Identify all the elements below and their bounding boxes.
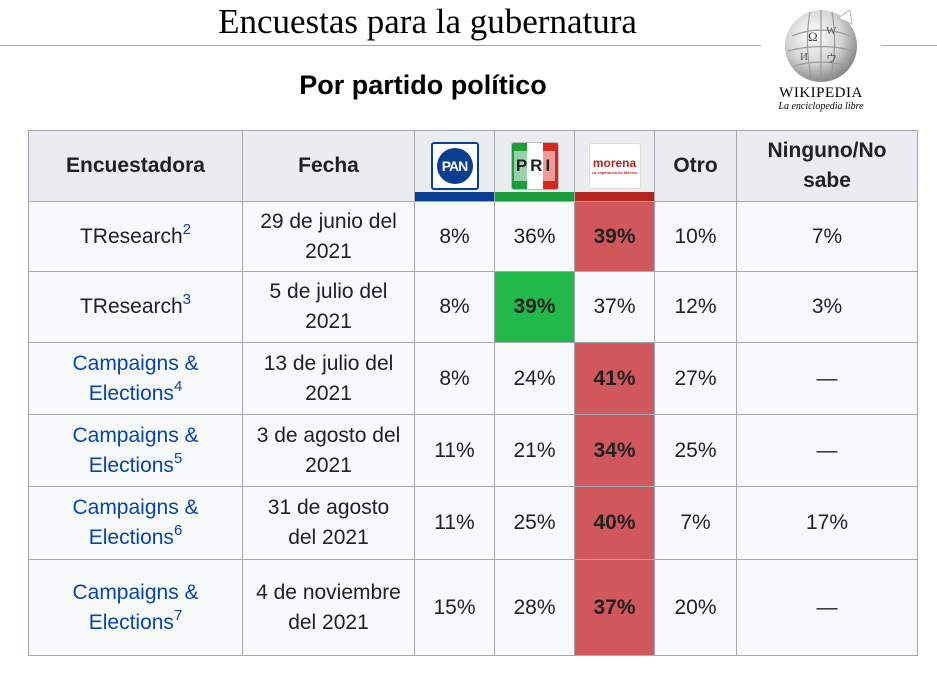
pollster-cell: TResearch3 <box>28 271 243 343</box>
svg-text:И: И <box>800 51 808 63</box>
pollster-name: TResearch <box>79 295 183 318</box>
svg-text:ウ: ウ <box>826 52 837 65</box>
wikipedia-tagline: La enciclopedia libre <box>778 101 864 112</box>
none-value-cell: 3% <box>736 271 918 343</box>
other-value-cell: 27% <box>654 342 737 415</box>
pan-logo-icon: PAN <box>430 142 479 190</box>
pan-color-bar <box>415 192 494 201</box>
morena-value-cell: 40% <box>574 486 655 560</box>
header-pan[interactable]: PAN <box>414 130 495 202</box>
other-value-cell: 7% <box>654 486 737 560</box>
none-value-cell: — <box>736 414 918 487</box>
table-caption: Por partido político <box>299 70 547 100</box>
none-value-cell: — <box>736 342 918 415</box>
reference-link[interactable]: 4 <box>173 377 183 395</box>
pri-value-cell: 28% <box>494 559 575 656</box>
pan-value-cell: 11% <box>414 486 495 560</box>
morena-value-cell: 41% <box>574 342 655 415</box>
reference-link[interactable]: 2 <box>182 220 192 238</box>
morena-logo-text: morena <box>592 156 637 170</box>
other-value-cell: 10% <box>654 201 737 272</box>
reference-link[interactable]: 5 <box>173 449 183 467</box>
other-value-cell: 25% <box>654 414 737 487</box>
pollster-name[interactable]: Campaigns & Elections <box>72 351 199 405</box>
other-value-cell: 20% <box>654 559 737 656</box>
morena-logo-icon: morena La esperanza de México <box>588 143 641 189</box>
pri-value-cell: 39% <box>494 271 575 343</box>
none-value-cell: 7% <box>736 201 918 272</box>
date-cell: 3 de agosto del 2021 <box>242 414 415 487</box>
date-cell: 29 de junio del 2021 <box>242 201 415 272</box>
pan-value-cell: 8% <box>414 271 495 343</box>
header-pollster[interactable]: Encuestadora <box>28 130 243 202</box>
table-row: Campaigns & Elections4 13 de julio del 20… <box>28 342 918 415</box>
pollster-cell[interactable]: Campaigns & Elections5 <box>28 414 243 487</box>
pan-value-cell: 15% <box>414 559 495 656</box>
pollster-name[interactable]: Campaigns & Elections <box>72 496 199 549</box>
pollster-cell[interactable]: Campaigns & Elections4 <box>28 342 243 415</box>
header-morena[interactable]: morena La esperanza de México <box>574 130 655 202</box>
wikipedia-logo[interactable]: Ω W И ウ Wikipedia La enciclopedia libre <box>761 4 881 121</box>
pri-value-cell: 21% <box>494 414 575 487</box>
page-title: Encuestas para la gubernatura <box>218 2 637 41</box>
reference-link[interactable]: 3 <box>182 291 192 308</box>
other-value-cell: 12% <box>654 271 737 343</box>
pan-value-cell: 8% <box>414 342 495 415</box>
pan-value-cell: 8% <box>414 201 495 272</box>
wikipedia-wordmark: Wikipedia <box>779 85 863 101</box>
header-row: Encuestadora Fecha PAN PRI <box>28 130 918 202</box>
table-row: TResearch3 5 de julio del 2021 8% 39% 37% 12%… <box>28 271 918 343</box>
header-date[interactable]: Fecha <box>242 130 415 202</box>
polls-table: Encuestadora Fecha PAN PRI <box>28 130 918 656</box>
header-pri[interactable]: PRI <box>494 130 575 202</box>
pollster-cell[interactable]: Campaigns & Elections7 <box>28 559 243 656</box>
date-cell: 4 de noviembre del 2021 <box>242 559 415 656</box>
date-cell: 5 de julio del 2021 <box>242 271 415 343</box>
date-cell: 13 de julio del 2021 <box>242 342 415 415</box>
pri-logo-icon: PRI <box>510 142 559 190</box>
svg-text:Ω: Ω <box>808 29 818 44</box>
pri-value-cell: 25% <box>494 486 575 560</box>
table-row: TResearch2 29 de junio del 2021 8% 36% 39% 10… <box>28 201 918 272</box>
morena-value-cell: 37% <box>574 271 655 343</box>
header-other[interactable]: Otro <box>654 130 737 202</box>
table-row: Campaigns & Elections7 4 de noviembre del… <box>28 559 918 656</box>
pollster-cell: TResearch2 <box>28 201 243 272</box>
date-cell: 31 de agosto del 2021 <box>242 486 415 560</box>
svg-text:W: W <box>826 25 837 37</box>
morena-value-cell: 37% <box>574 559 655 656</box>
pollster-name: TResearch <box>79 224 183 248</box>
pollster-name[interactable]: Campaigns & Elections <box>72 423 199 477</box>
wikipedia-globe-icon: Ω W И ウ <box>785 9 857 82</box>
morena-value-cell: 34% <box>574 414 655 487</box>
table-row: Campaigns & Elections6 31 de agosto del 2… <box>28 486 918 560</box>
table-row: Campaigns & Elections5 3 de agosto del 20… <box>28 414 918 487</box>
reference-link[interactable]: 6 <box>173 522 183 539</box>
morena-value-cell: 39% <box>574 201 655 272</box>
pri-logo-text: PRI <box>513 151 556 181</box>
pri-value-cell: 24% <box>494 342 575 415</box>
title-divider <box>0 45 937 46</box>
pollster-cell[interactable]: Campaigns & Elections6 <box>28 486 243 560</box>
morena-color-bar <box>575 192 654 201</box>
none-value-cell: — <box>736 559 918 656</box>
reference-link[interactable]: 7 <box>173 606 183 624</box>
pri-value-cell: 36% <box>494 201 575 272</box>
pan-logo-text: PAN <box>441 158 469 174</box>
pri-color-bar <box>495 192 574 201</box>
morena-logo-subtext: La esperanza de México <box>591 170 638 175</box>
pan-value-cell: 11% <box>414 414 495 487</box>
none-value-cell: 17% <box>736 486 918 560</box>
header-none[interactable]: Ninguno/No sabe <box>736 130 918 202</box>
pollster-name[interactable]: Campaigns & Elections <box>72 580 199 634</box>
